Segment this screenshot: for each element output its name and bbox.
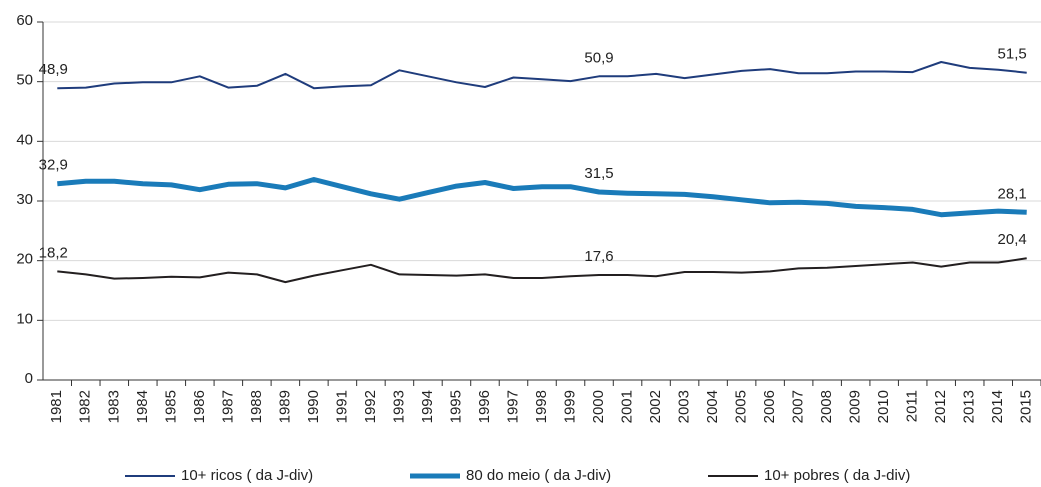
x-tick-label: 1992	[362, 390, 379, 423]
x-tick-label: 2009	[847, 390, 864, 423]
y-tick-label: 20	[16, 251, 33, 268]
x-tick-label: 1989	[276, 390, 293, 423]
data-label: 50,9	[584, 49, 613, 66]
x-tick-label: 2015	[1018, 390, 1035, 423]
x-tick-label: 1981	[48, 390, 65, 423]
x-tick-label: 2014	[989, 390, 1006, 423]
x-tick-label: 1993	[390, 390, 407, 423]
y-tick-label: 30	[16, 191, 33, 208]
x-tick-label: 1998	[533, 390, 550, 423]
data-label: 20,4	[998, 231, 1027, 248]
x-tick-label: 1988	[248, 390, 265, 423]
data-label: 51,5	[998, 46, 1027, 63]
data-label: 17,6	[584, 248, 613, 265]
x-tick-label: 2010	[875, 390, 892, 423]
x-tick-label: 1994	[419, 390, 436, 423]
x-tick-label: 2007	[790, 390, 807, 423]
series-line	[57, 177, 1027, 218]
x-tick-label: 1999	[561, 390, 578, 423]
x-tick-label: 2000	[590, 390, 607, 423]
x-tick-label: 2011	[904, 390, 921, 422]
x-tick-label: 1982	[77, 390, 94, 423]
x-tick-label: 2005	[733, 390, 750, 423]
x-tick-label: 1987	[219, 390, 236, 423]
x-tick-label: 2008	[818, 390, 835, 423]
x-tick-label: 1984	[134, 390, 151, 423]
x-tick-label: 2012	[932, 390, 949, 423]
data-label: 31,5	[584, 165, 613, 182]
x-tick-label: 1991	[333, 390, 350, 423]
x-tick-label: 1997	[504, 390, 521, 423]
legend-label: 80 do meio ( da J-div)	[466, 467, 611, 484]
data-label: 28,1	[998, 185, 1027, 202]
legend-label: 10+ pobres ( da J-div)	[764, 467, 910, 484]
x-tick-label: 1996	[476, 390, 493, 423]
x-tick-label: 1985	[162, 390, 179, 423]
data-label: 32,9	[39, 157, 68, 174]
y-tick-label: 60	[16, 12, 33, 29]
x-tick-label: 2013	[961, 390, 978, 423]
x-tick-label: 1990	[305, 390, 322, 423]
x-tick-label: 2001	[619, 390, 636, 423]
legend-label: 10+ ricos ( da J-div)	[181, 467, 313, 484]
data-label: 18,2	[39, 244, 68, 261]
data-label: 48,9	[39, 61, 68, 78]
y-tick-label: 40	[16, 131, 33, 148]
series-line	[57, 257, 1027, 284]
x-tick-label: 2002	[647, 390, 664, 423]
series-line	[57, 61, 1027, 90]
x-tick-label: 1983	[105, 390, 122, 423]
x-tick-label: 2006	[761, 390, 778, 423]
y-tick-label: 0	[25, 370, 33, 387]
x-tick-label: 2004	[704, 390, 721, 423]
x-tick-label: 1986	[191, 390, 208, 423]
x-tick-label: 2003	[676, 390, 693, 423]
y-tick-label: 50	[16, 72, 33, 89]
x-tick-label: 1995	[447, 390, 464, 423]
y-tick-label: 10	[16, 310, 33, 327]
